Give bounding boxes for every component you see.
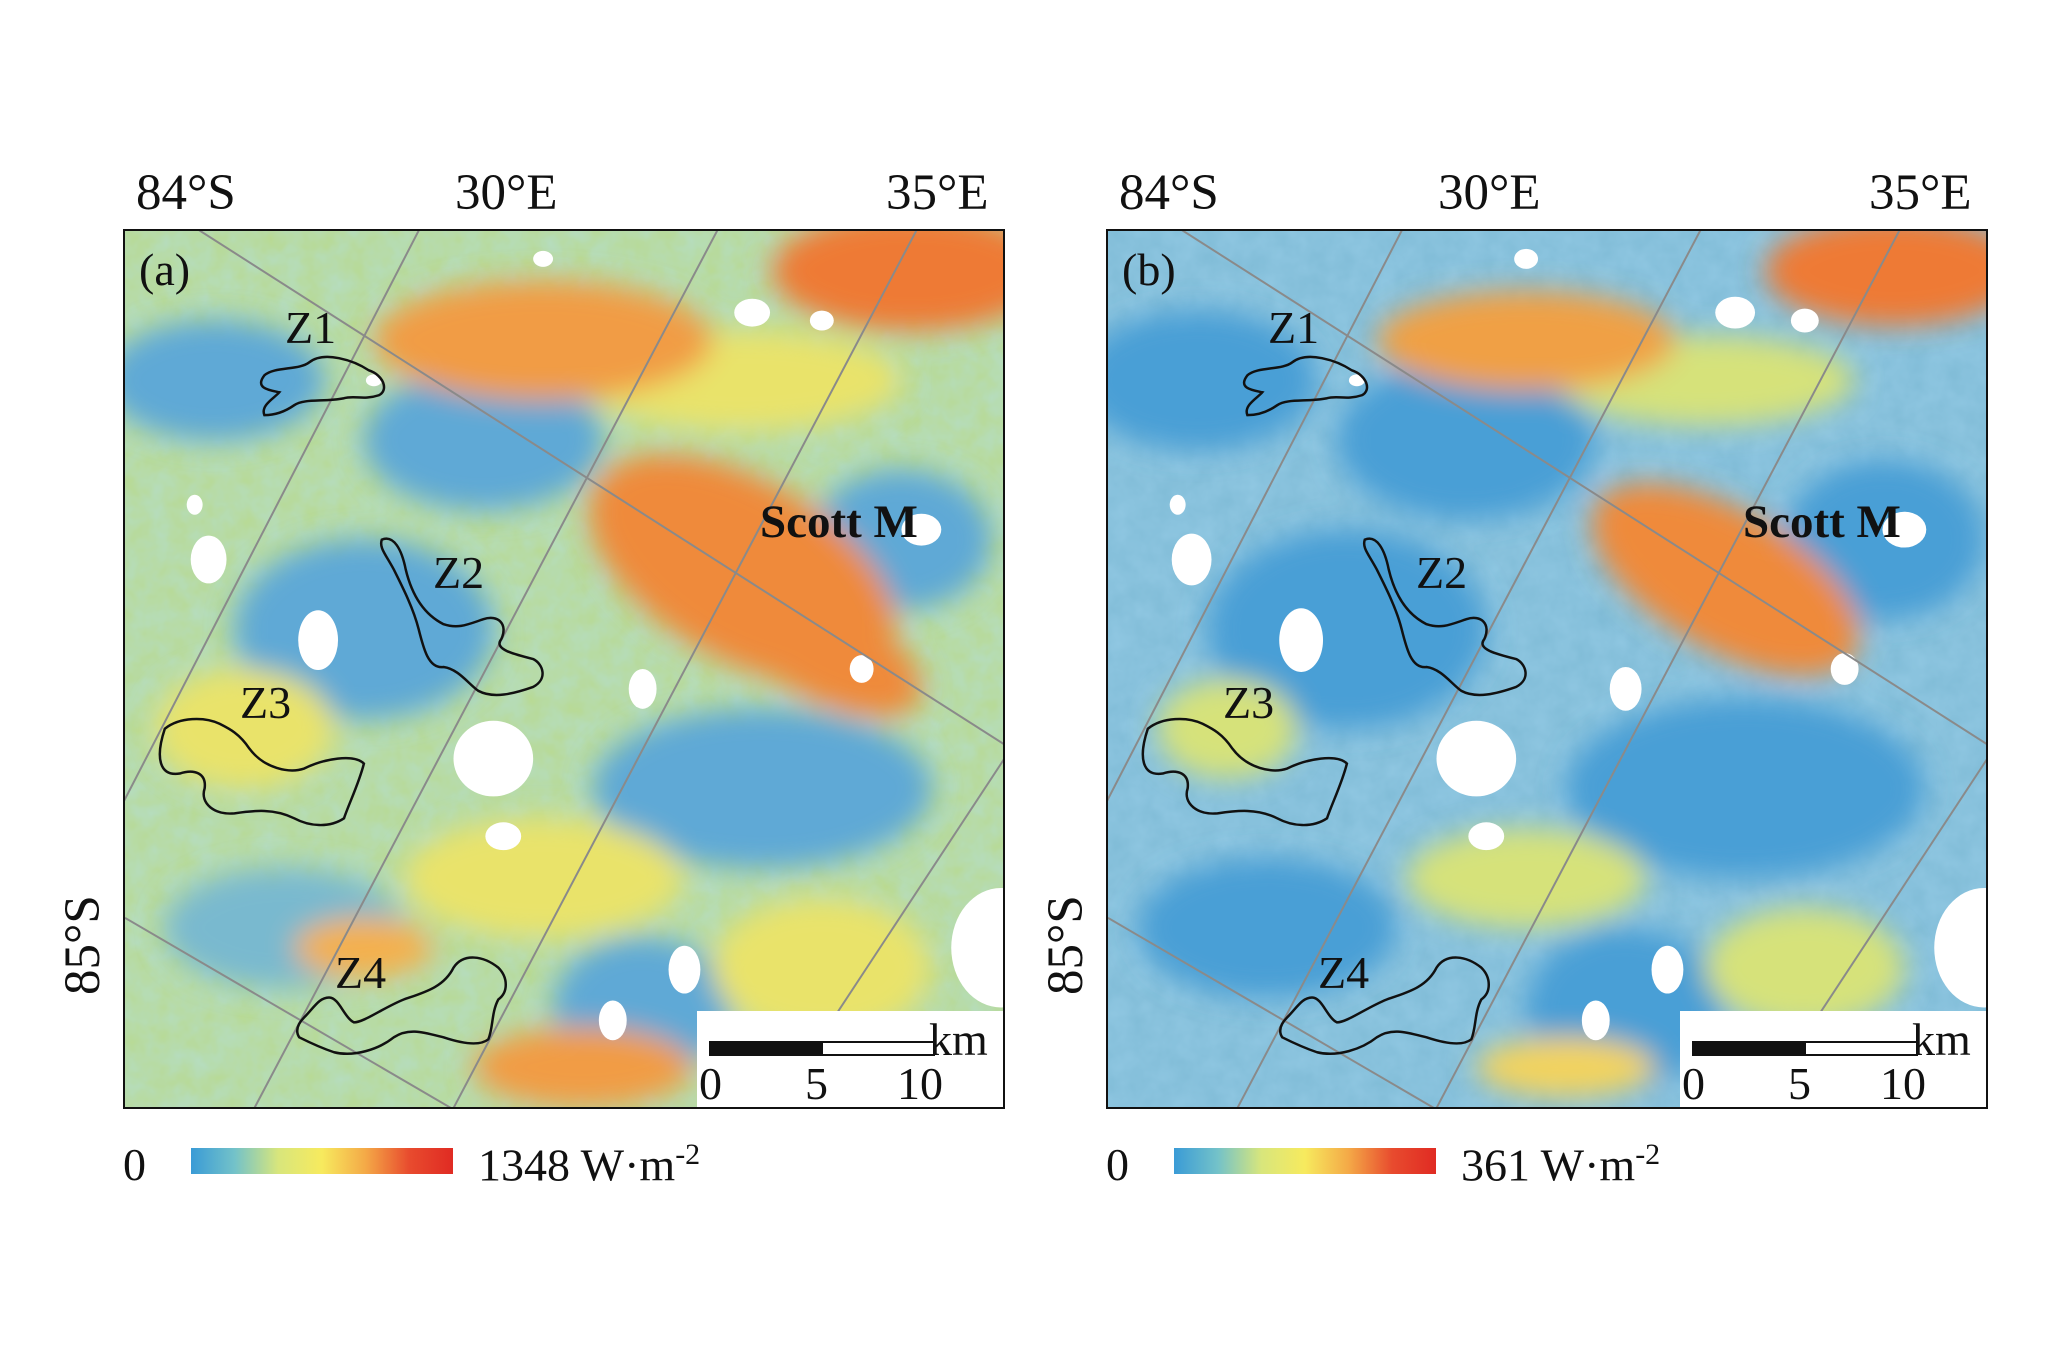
scale-tick-0: 0: [699, 1058, 722, 1109]
scale-segment-solid: [709, 1041, 823, 1056]
feature-label-scott-m: Scott M: [1743, 496, 1901, 548]
legend-max: 1348 W·m-2: [478, 1138, 701, 1191]
scale-tick-5: 5: [1788, 1058, 1811, 1109]
scale-unit: km: [1912, 1014, 1971, 1065]
zone-outlines: [1141, 355, 1527, 1055]
scale-segment-open: [821, 1041, 935, 1056]
scale-segment-solid: [1692, 1041, 1806, 1056]
scale-tick-5: 5: [805, 1058, 828, 1109]
lon-label-35e: 35°E: [886, 165, 989, 221]
zone-z2-outline: [1362, 537, 1527, 697]
legend-color-ramp: [191, 1148, 453, 1174]
legend-min: 0: [1106, 1139, 1129, 1190]
zone-z2-outline: [379, 537, 544, 697]
terrain-raster: [1108, 231, 1986, 1107]
lat-label-84s: 84°S: [136, 165, 236, 221]
zone-label-z3: Z3: [240, 677, 292, 728]
zone-z4-outline: [295, 956, 508, 1055]
scale-tick-10: 10: [1880, 1058, 1926, 1109]
zone-z1-outline: [1242, 355, 1369, 417]
zone-label-z1: Z1: [285, 302, 337, 353]
zone-label-z2: Z2: [1416, 547, 1468, 598]
zone-z3-outline: [158, 717, 366, 827]
lat-label-84s: 84°S: [1119, 165, 1219, 221]
legend-max: 361 W·m-2: [1461, 1138, 1661, 1191]
zone-label-z4: Z4: [1318, 947, 1370, 998]
zone-label-z1: Z1: [1268, 302, 1320, 353]
zone-label-z2: Z2: [433, 547, 485, 598]
irradiance-map-a: (a) Z1 Z2 Z3 Z4 Scott M km 0 5 10: [123, 229, 1005, 1109]
scale-bar: km 0 5 10: [1680, 1011, 1986, 1107]
shadow-regions: [186, 250, 1003, 1041]
shadow-regions: [1169, 248, 1986, 1041]
zone-label-z3: Z3: [1223, 677, 1275, 728]
lon-label-30e: 30°E: [455, 165, 558, 221]
zone-z1-outline: [259, 355, 386, 417]
panel-b: 84°S 30°E 35°E 85°S: [983, 0, 1988, 1352]
lon-label-30e: 30°E: [1438, 165, 1541, 221]
zone-z3-outline: [1141, 717, 1349, 827]
zone-outlines: [158, 355, 544, 1055]
scale-tick-0: 0: [1682, 1058, 1705, 1109]
scale-unit: km: [929, 1014, 988, 1065]
irradiance-map-b: (b) Z1 Z2 Z3 Z4 Scott M km 0 5 10: [1106, 229, 1988, 1109]
lon-label-35e: 35°E: [1869, 165, 1972, 221]
terrain-raster: [125, 231, 1003, 1107]
color-legend-a: 0 1348 W·m-2: [123, 1138, 823, 1198]
graticule: [1108, 231, 1986, 1107]
panel-label: (a): [139, 244, 191, 295]
graticule: [125, 231, 1003, 1107]
lat-label-85s: 85°S: [1038, 895, 1094, 995]
scale-bar: km 0 5 10: [697, 1011, 1003, 1107]
color-legend-b: 0 361 W·m-2: [1106, 1138, 1806, 1198]
scale-segment-open: [1804, 1041, 1918, 1056]
panel-a: 84°S 30°E 35°E 85°S: [0, 0, 1005, 1352]
zone-z4-outline: [1278, 956, 1491, 1055]
legend-min: 0: [123, 1139, 146, 1190]
lat-label-85s: 85°S: [55, 895, 111, 995]
zone-label-z4: Z4: [335, 947, 387, 998]
scale-tick-10: 10: [897, 1058, 943, 1109]
feature-label-scott-m: Scott M: [760, 496, 918, 548]
legend-color-ramp: [1174, 1148, 1436, 1174]
panel-label: (b): [1122, 244, 1176, 295]
